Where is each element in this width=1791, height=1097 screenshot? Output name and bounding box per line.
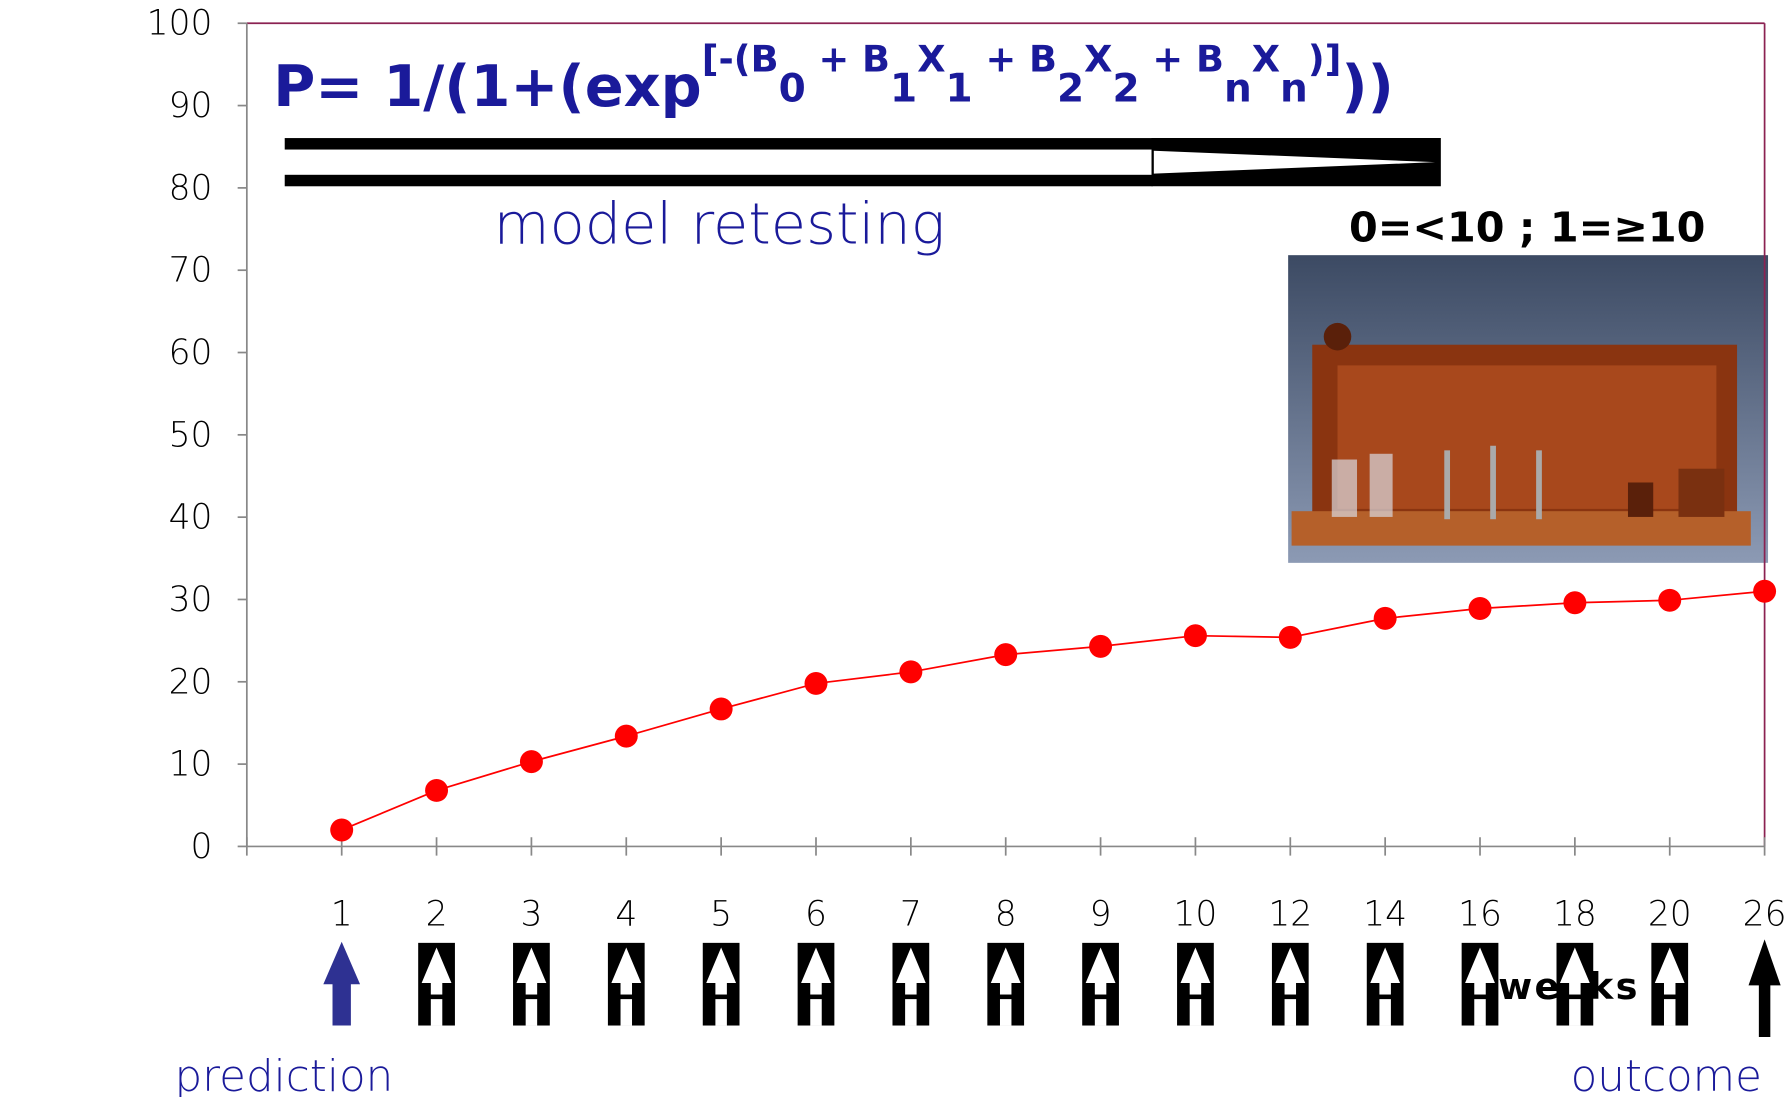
page: P= 1/(1+(exp[-(B0 + B1X1 + B2X2 + BnXn)]… <box>0 0 1791 1097</box>
x-tick-label: 16 <box>1458 895 1502 935</box>
x-tick-label: 12 <box>1268 895 1312 935</box>
x-tick-label: 3 <box>520 895 542 935</box>
prediction-arrow <box>323 942 360 1026</box>
retest-arrow-gap <box>1094 995 1108 1000</box>
annotation: prediction <box>175 1052 394 1097</box>
formula: P= 1/(1+(exp[-(B0 + B1X1 + B2X2 + BnXn)]… <box>273 37 1394 119</box>
formula-part: [-(B <box>702 37 779 80</box>
x-tick-label: 18 <box>1553 895 1597 935</box>
formula-part: 0 <box>779 66 806 111</box>
data-point <box>805 672 828 695</box>
formula-part: + B <box>806 37 890 80</box>
x-tick-label: 4 <box>615 895 637 935</box>
formula-part: X <box>917 37 945 80</box>
retest-arrow-gap <box>904 995 918 1000</box>
formula-part: + B <box>1140 37 1224 80</box>
retest-arrow-gap <box>619 995 633 1000</box>
x-tick-label: 8 <box>995 895 1017 935</box>
retest-arrow-gap <box>1663 995 1677 1000</box>
y-tick-label: 0 <box>190 827 212 867</box>
data-point <box>1374 607 1397 630</box>
formula-part: X <box>1252 37 1280 80</box>
data-point <box>1184 624 1207 647</box>
data-point <box>1469 597 1492 620</box>
y-tick-label: 60 <box>169 333 213 373</box>
apparatus-photo <box>1288 255 1768 563</box>
data-point <box>710 697 733 720</box>
x-tick-label: 2 <box>426 895 448 935</box>
data-point <box>330 818 353 841</box>
formula-part: 2 <box>1057 66 1084 111</box>
formula-part: 1 <box>946 66 973 111</box>
annotation: 0=<10 ; 1=≥10 <box>1349 203 1705 251</box>
retest-arrow-gap <box>809 995 823 1000</box>
data-point <box>1089 635 1112 658</box>
y-tick-label: 90 <box>169 86 213 126</box>
retest-arrow <box>285 138 1441 186</box>
y-tick-label: 20 <box>169 662 213 702</box>
x-tick-label: 6 <box>805 895 827 935</box>
outcome-arrow <box>1749 939 1781 1037</box>
data-point <box>425 779 448 802</box>
data-point <box>1279 626 1302 649</box>
y-tick-label: 10 <box>169 745 213 785</box>
formula-part: 1 <box>890 66 917 111</box>
formula-part: n <box>1224 66 1252 111</box>
data-point <box>520 750 543 773</box>
chart: P= 1/(1+(exp[-(B0 + B1X1 + B2X2 + BnXn)]… <box>0 0 1791 1097</box>
retest-arrow-gap <box>1283 995 1297 1000</box>
x-tick-label: 1 <box>331 895 353 935</box>
y-tick-label: 40 <box>169 498 213 538</box>
formula-part: X <box>1084 37 1112 80</box>
annotation: model retesting <box>494 191 946 258</box>
annotation: outcome <box>1571 1052 1762 1097</box>
retest-arrow-gap <box>714 995 728 1000</box>
formula-part: P= 1/(1+(exp <box>273 53 702 120</box>
data-point <box>994 643 1017 666</box>
formula-part: n <box>1280 66 1308 111</box>
formula-part: + B <box>973 37 1057 80</box>
series-line <box>342 591 1765 830</box>
retest-arrow-gap <box>1378 995 1392 1000</box>
x-tick-label: 9 <box>1090 895 1112 935</box>
y-tick-label: 30 <box>169 580 213 620</box>
formula-part: )) <box>1341 53 1393 120</box>
x-tick-label: 5 <box>710 895 732 935</box>
data-point <box>1658 589 1681 612</box>
formula-part: 2 <box>1112 66 1139 111</box>
retest-arrow-gap <box>1568 995 1582 1000</box>
data-point <box>1563 591 1586 614</box>
x-tick-label: 10 <box>1174 895 1218 935</box>
y-tick-label: 100 <box>147 4 213 44</box>
x-tick-label: 14 <box>1363 895 1407 935</box>
retest-arrow-gap <box>1473 995 1487 1000</box>
y-tick-label: 50 <box>169 415 213 455</box>
retest-arrow-gap <box>430 995 444 1000</box>
x-tick-label: 7 <box>900 895 922 935</box>
data-point <box>615 725 638 748</box>
y-tick-label: 80 <box>169 168 213 208</box>
x-tick-label: 26 <box>1743 895 1787 935</box>
retest-arrow-gap <box>1189 995 1203 1000</box>
retest-arrow-gap <box>525 995 539 1000</box>
data-point <box>1753 580 1776 603</box>
y-tick-label: 70 <box>169 251 213 291</box>
retest-arrow-gap <box>999 995 1013 1000</box>
data-point <box>899 660 922 683</box>
x-tick-label: 20 <box>1648 895 1692 935</box>
formula-part: )] <box>1308 37 1342 80</box>
